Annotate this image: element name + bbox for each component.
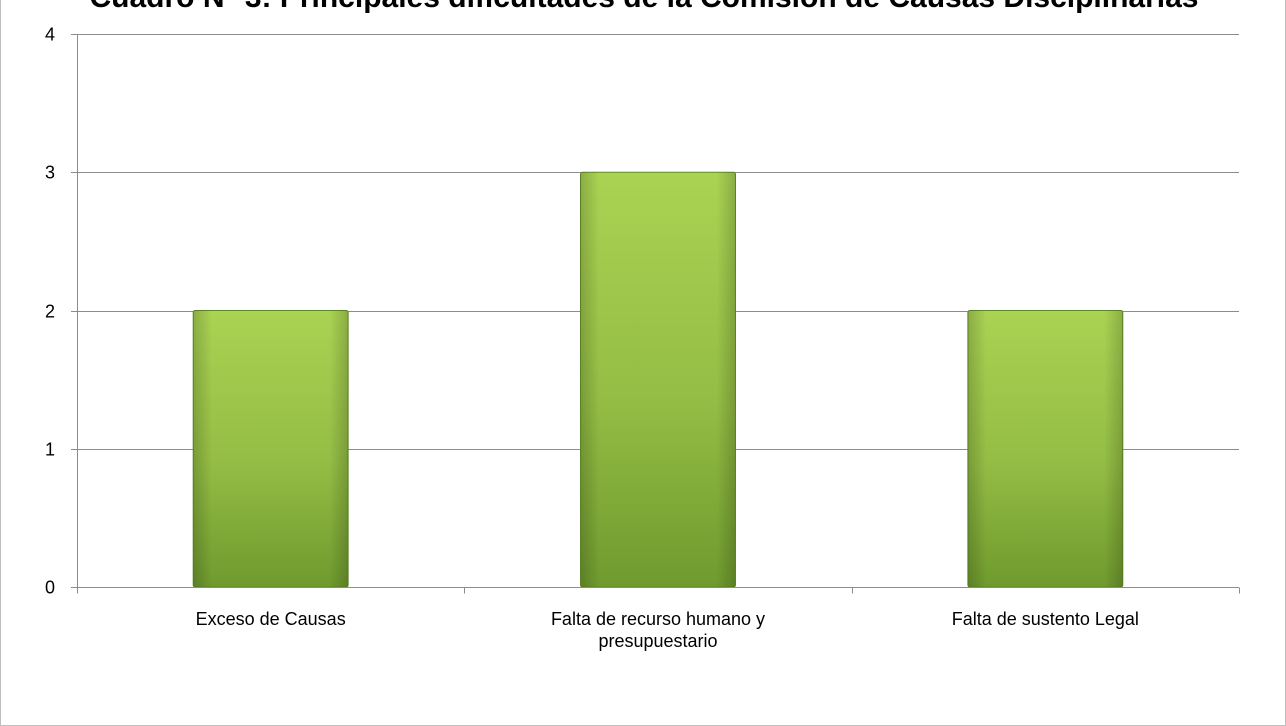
axes: [71, 34, 1240, 594]
bars: [192, 171, 1124, 588]
y-tick-label: 4: [45, 25, 55, 45]
y-tick-label: 3: [45, 163, 55, 183]
labels: 0 1 2 3 4 Exceso de Causas Falta de recurso hu…: [45, 25, 1139, 652]
bar-shading: [193, 310, 349, 587]
chart-title: Cuadro N° 3: Principales dificultades de…: [1, 0, 1285, 18]
x-tick-label: Falta de recurso humano y: [551, 609, 765, 629]
bar-shading: [967, 310, 1123, 587]
y-tick-label: 0: [45, 578, 55, 598]
x-tick-label: presupuestario: [598, 631, 717, 651]
y-tick-label: 1: [45, 440, 55, 460]
y-tick-label: 2: [45, 302, 55, 322]
x-tick-label: Exceso de Causas: [196, 609, 346, 629]
bar-shading: [580, 172, 736, 587]
x-tick-label: Falta de sustento Legal: [952, 609, 1139, 629]
